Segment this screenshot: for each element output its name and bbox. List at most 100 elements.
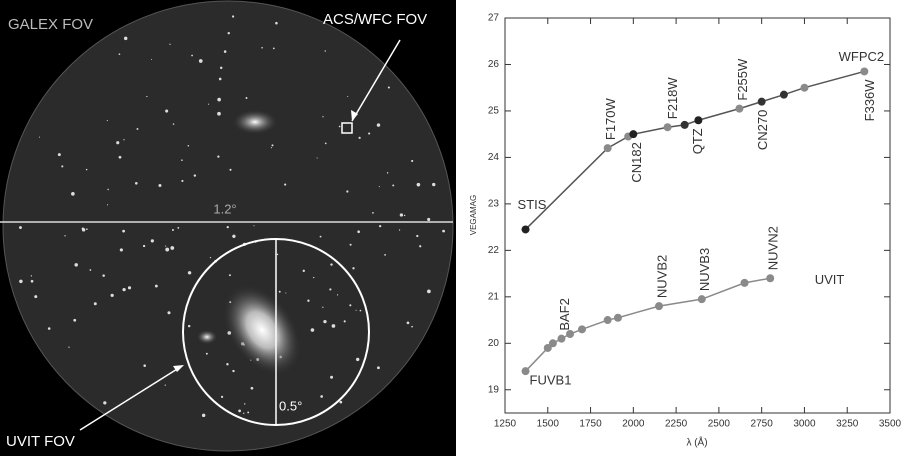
star	[219, 78, 222, 81]
star	[228, 32, 230, 34]
y-tick-label: 20	[488, 338, 500, 349]
data-point	[604, 144, 612, 152]
data-point	[566, 330, 574, 338]
star	[188, 145, 190, 147]
star	[251, 387, 254, 390]
star	[243, 413, 244, 414]
point-label: F336W	[862, 79, 877, 122]
star	[64, 235, 65, 236]
point-label: FUVB1	[530, 373, 572, 388]
data-point	[557, 335, 565, 343]
star	[357, 230, 360, 233]
star	[349, 304, 351, 306]
companion	[197, 330, 217, 344]
star	[372, 212, 374, 214]
star	[388, 86, 390, 88]
star	[170, 246, 174, 250]
series-label: WFPC2	[839, 49, 885, 64]
star	[107, 204, 108, 205]
star	[387, 172, 388, 173]
star	[135, 182, 138, 185]
data-point	[604, 316, 612, 324]
data-point	[629, 130, 637, 138]
star	[356, 358, 359, 361]
star	[217, 112, 221, 116]
star	[107, 120, 108, 121]
star	[107, 189, 108, 190]
star	[208, 104, 209, 105]
star	[188, 325, 190, 327]
plot-frame	[505, 18, 890, 413]
star	[151, 239, 154, 242]
star	[224, 50, 227, 53]
star	[379, 186, 380, 187]
star	[273, 48, 275, 50]
y-tick-label: 19	[488, 384, 500, 395]
data-point	[522, 225, 530, 233]
figure: GALEX FOV ACS/WFC FOV 1.2° 0.5° UVIT FOV…	[0, 0, 909, 456]
star	[311, 328, 315, 332]
star	[232, 15, 234, 17]
star	[377, 123, 380, 126]
star	[303, 270, 305, 272]
star	[332, 324, 336, 328]
star	[322, 116, 323, 117]
star	[191, 55, 193, 57]
star	[172, 229, 174, 231]
star	[165, 248, 169, 252]
star	[188, 271, 191, 274]
data-point	[614, 314, 622, 322]
data-point	[800, 84, 808, 92]
y-tick-label: 22	[488, 245, 500, 256]
star	[61, 165, 63, 167]
point-label: F218W	[665, 77, 680, 120]
star	[320, 236, 322, 238]
sky-image: GALEX FOV ACS/WFC FOV 1.2° 0.5° UVIT FOV	[0, 0, 456, 456]
star	[155, 285, 158, 288]
data-point	[655, 302, 663, 310]
x-tick-label: 3500	[879, 419, 902, 430]
star	[119, 156, 122, 159]
x-tick-label: 1750	[579, 419, 602, 430]
point-label: CN270	[755, 110, 770, 150]
star	[165, 246, 166, 247]
star	[120, 248, 123, 251]
star	[253, 225, 254, 226]
chart: VEGAMAG λ (Å) 19202122232425262712501500…	[469, 13, 901, 449]
star	[399, 229, 400, 230]
star	[359, 137, 361, 139]
x-tick-label: 2250	[665, 419, 688, 430]
point-label: QTZ	[690, 128, 705, 154]
star	[317, 157, 318, 158]
star	[39, 137, 40, 138]
star	[34, 295, 37, 298]
star	[31, 280, 34, 283]
star	[400, 213, 403, 216]
y-tick-label: 26	[488, 59, 500, 70]
point-label: NUVN2	[766, 226, 781, 270]
star	[368, 132, 370, 134]
star	[217, 155, 219, 157]
star	[346, 190, 348, 192]
star	[432, 183, 435, 186]
star	[330, 263, 332, 265]
star	[177, 227, 179, 229]
star	[427, 290, 431, 294]
star	[181, 180, 183, 182]
star	[238, 410, 241, 413]
star	[279, 291, 281, 293]
star	[146, 96, 147, 97]
star	[103, 401, 106, 404]
star	[71, 192, 75, 196]
star	[82, 228, 85, 231]
star	[344, 320, 346, 322]
point-label: NUVB2	[654, 255, 669, 298]
star	[143, 245, 145, 247]
star	[19, 280, 22, 283]
star	[352, 267, 354, 269]
star	[347, 96, 348, 97]
star	[313, 277, 314, 278]
data-point	[758, 98, 766, 106]
star	[165, 385, 166, 386]
star	[124, 37, 127, 40]
